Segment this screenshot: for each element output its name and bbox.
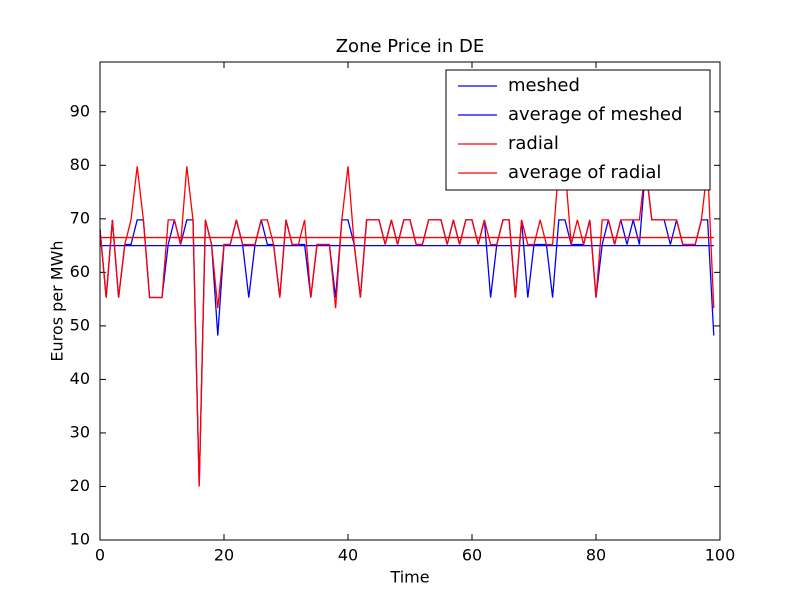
y-tick-label: 10 bbox=[70, 530, 90, 549]
y-tick-label: 20 bbox=[70, 476, 90, 495]
plot-frame bbox=[99, 61, 721, 541]
legend-label: radial bbox=[508, 133, 559, 154]
chart-title: Zone Price in DE bbox=[336, 36, 485, 57]
y-tick-label: 30 bbox=[70, 422, 90, 441]
x-tick-label: 20 bbox=[214, 546, 234, 565]
x-tick-label: 80 bbox=[586, 546, 606, 565]
legend-label: meshed bbox=[508, 75, 580, 96]
y-axis-label: Euros per MWh bbox=[48, 240, 67, 361]
x-tick-label: 40 bbox=[338, 546, 358, 565]
legend-box bbox=[445, 69, 711, 191]
x-axis-label: Time bbox=[389, 568, 429, 587]
legend-label: average of meshed bbox=[508, 104, 682, 125]
y-tick-label: 50 bbox=[70, 315, 90, 334]
x-tick-label: 60 bbox=[462, 546, 482, 565]
y-tick-label: 90 bbox=[70, 101, 90, 120]
series-line bbox=[99, 165, 715, 487]
y-tick-label: 60 bbox=[70, 262, 90, 281]
y-tick-label: 80 bbox=[70, 155, 90, 174]
x-tick-label: 100 bbox=[705, 546, 736, 565]
legend-label: average of radial bbox=[508, 162, 661, 183]
x-tick-label: 0 bbox=[95, 546, 105, 565]
y-tick-label: 40 bbox=[70, 369, 90, 388]
y-tick-label: 70 bbox=[70, 208, 90, 227]
